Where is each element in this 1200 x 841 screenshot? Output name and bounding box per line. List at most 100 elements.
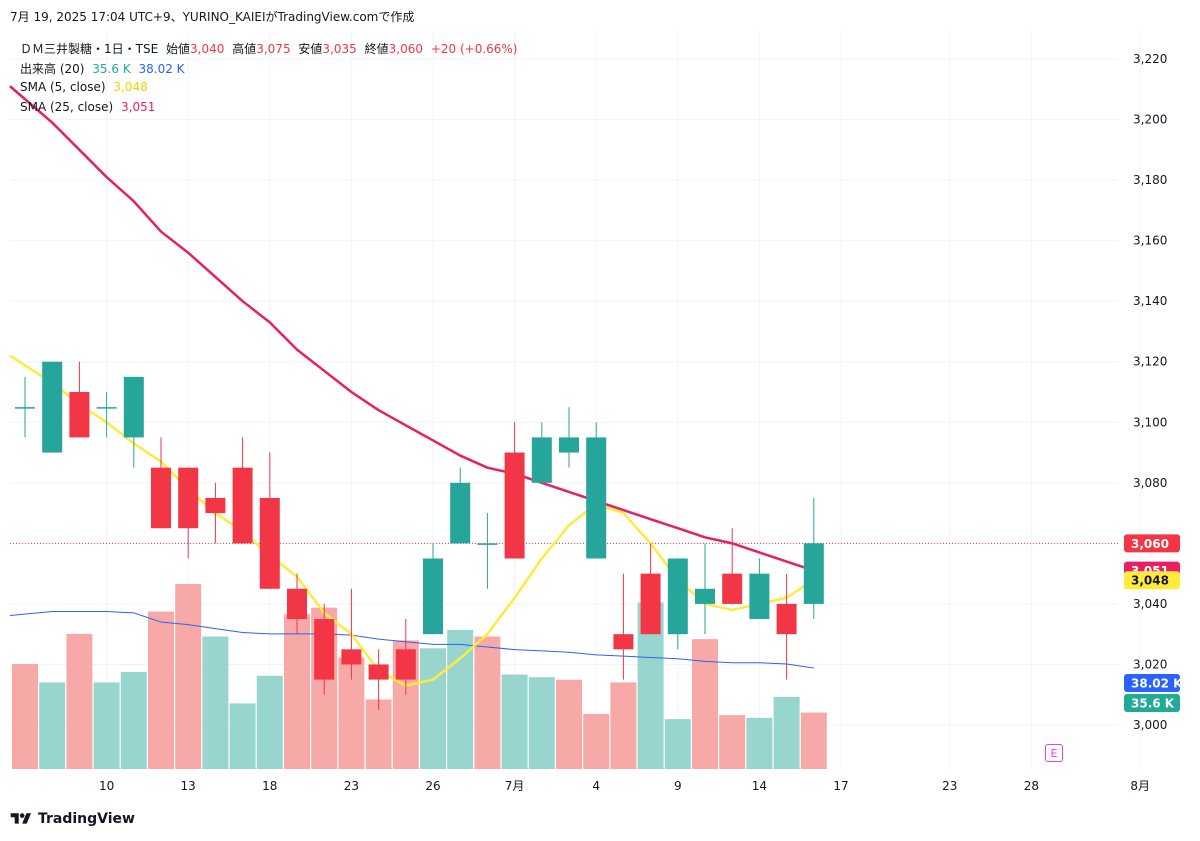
candle-body bbox=[531, 437, 552, 483]
volume-bar bbox=[610, 682, 637, 769]
candle-body bbox=[613, 634, 634, 650]
candle bbox=[42, 361, 63, 453]
candle bbox=[151, 437, 171, 529]
candle bbox=[232, 437, 253, 544]
candle-body bbox=[205, 497, 226, 514]
open-label: 始値 bbox=[166, 42, 191, 56]
volume-bar bbox=[528, 677, 555, 769]
time-axis: 10 13 18 23 26 7月 4 9 14 17 23 28 8月 bbox=[99, 779, 1150, 793]
publish-info: 7月 19, 2025 17:04 UTC+9、YURINO_KAIEIがTra… bbox=[10, 10, 415, 24]
candle-body bbox=[722, 573, 743, 604]
low-value: 3,035 bbox=[322, 42, 357, 56]
candle-body bbox=[15, 407, 35, 409]
volume-bar bbox=[420, 648, 446, 769]
price-tick-label: 3,220 bbox=[1133, 52, 1167, 66]
tradingview-logo-icon bbox=[10, 813, 31, 824]
candle bbox=[96, 392, 117, 438]
volume-bar bbox=[93, 682, 120, 769]
price-tick-label: 3,140 bbox=[1133, 294, 1167, 308]
tradingview-brand: TradingView bbox=[38, 811, 135, 827]
sma5-value: 3,048 bbox=[113, 80, 148, 94]
price-tick-label: 3,180 bbox=[1133, 173, 1167, 187]
sma25-legend: SMA (25, close) 3,051 bbox=[20, 100, 159, 114]
volume-bar bbox=[12, 664, 38, 769]
candle bbox=[178, 467, 199, 559]
volume-bar bbox=[256, 675, 283, 769]
volume-bar bbox=[202, 636, 229, 769]
tag-label: 38.02 K bbox=[1131, 677, 1183, 691]
ohlc-legend: ＤＭ三井製糖・1日・TSE 始値3,040 高値3,075 安値3,035 終値… bbox=[20, 40, 522, 57]
candle-body bbox=[803, 543, 824, 604]
candle bbox=[314, 603, 335, 695]
price-tick-label: 3,120 bbox=[1133, 355, 1167, 369]
time-tick-label: 14 bbox=[752, 779, 767, 793]
high-value: 3,075 bbox=[256, 42, 291, 56]
candle-body bbox=[450, 482, 471, 544]
candle bbox=[613, 573, 634, 680]
earnings-event-icon[interactable]: E bbox=[1045, 744, 1063, 762]
time-tick-label: 9 bbox=[674, 779, 682, 793]
volume-bar bbox=[501, 674, 528, 769]
candle-body bbox=[559, 437, 579, 453]
candle-body bbox=[423, 558, 443, 635]
candle-body bbox=[314, 619, 335, 680]
sma25-label: SMA (25, close) bbox=[20, 100, 114, 114]
tag-bg bbox=[1124, 694, 1180, 712]
sma5-price-tag: 3,048 bbox=[1124, 571, 1180, 590]
time-tick-label: 4 bbox=[592, 779, 600, 793]
candle-body bbox=[178, 467, 199, 529]
tag-bg bbox=[1124, 534, 1180, 553]
candle-body bbox=[695, 588, 715, 604]
candle-body bbox=[96, 407, 117, 409]
volume-bar bbox=[556, 679, 582, 769]
volume-bar bbox=[692, 639, 718, 769]
candle-body bbox=[504, 452, 525, 559]
symbol-name: ＤＭ三井製糖・1日・TSE bbox=[20, 42, 159, 56]
volume-bar bbox=[773, 696, 800, 769]
candle bbox=[123, 376, 144, 468]
tag-label: 35.6 K bbox=[1131, 697, 1175, 711]
candle-body bbox=[69, 392, 90, 438]
volume-bar bbox=[800, 712, 827, 769]
candle-body bbox=[259, 497, 280, 589]
candle bbox=[205, 482, 226, 544]
volume-bar bbox=[447, 629, 474, 769]
close-value: 3,060 bbox=[388, 42, 423, 56]
price-tick-label: 3,100 bbox=[1133, 415, 1167, 429]
price-tick-label: 3,020 bbox=[1133, 657, 1167, 671]
time-tick-label: 17 bbox=[833, 779, 848, 793]
candle bbox=[341, 588, 362, 680]
close-label: 終値 bbox=[364, 42, 389, 56]
tag-label: 3,048 bbox=[1131, 574, 1169, 588]
last-price-tag: 3,060 bbox=[1124, 534, 1180, 553]
candle bbox=[640, 543, 661, 635]
candle-body bbox=[640, 573, 661, 635]
candle bbox=[395, 619, 416, 695]
volume-tag: 35.6 K bbox=[1124, 694, 1180, 712]
candle-body bbox=[749, 573, 770, 620]
change-value: +20 (+0.66%) bbox=[430, 42, 518, 56]
tag-bg bbox=[1124, 571, 1180, 590]
volume-bar bbox=[583, 713, 610, 769]
candle bbox=[69, 361, 90, 438]
candle bbox=[803, 497, 824, 620]
sma5-legend: SMA (5, close) 3,048 bbox=[20, 80, 152, 94]
time-tick-label: 8月 bbox=[1130, 779, 1150, 793]
candle bbox=[776, 573, 797, 680]
volume-bar bbox=[719, 715, 746, 769]
candle-body bbox=[477, 543, 498, 545]
candle-body bbox=[123, 376, 144, 438]
candle-body bbox=[776, 603, 797, 635]
price-tick-label: 3,200 bbox=[1133, 113, 1167, 127]
candle-body bbox=[42, 361, 63, 453]
time-tick-label: 23 bbox=[942, 779, 957, 793]
volume-legend: 出来高 (20) 35.6 K 38.02 K bbox=[20, 60, 189, 77]
candle-body bbox=[287, 588, 307, 620]
volume-ma-value: 38.02 K bbox=[138, 62, 185, 76]
high-label: 高値 bbox=[232, 42, 257, 56]
volume-label: 出来高 (20) bbox=[20, 62, 85, 76]
time-tick-label: 18 bbox=[262, 779, 277, 793]
volume-bar bbox=[148, 611, 174, 769]
tag-label: 3,060 bbox=[1131, 537, 1169, 551]
